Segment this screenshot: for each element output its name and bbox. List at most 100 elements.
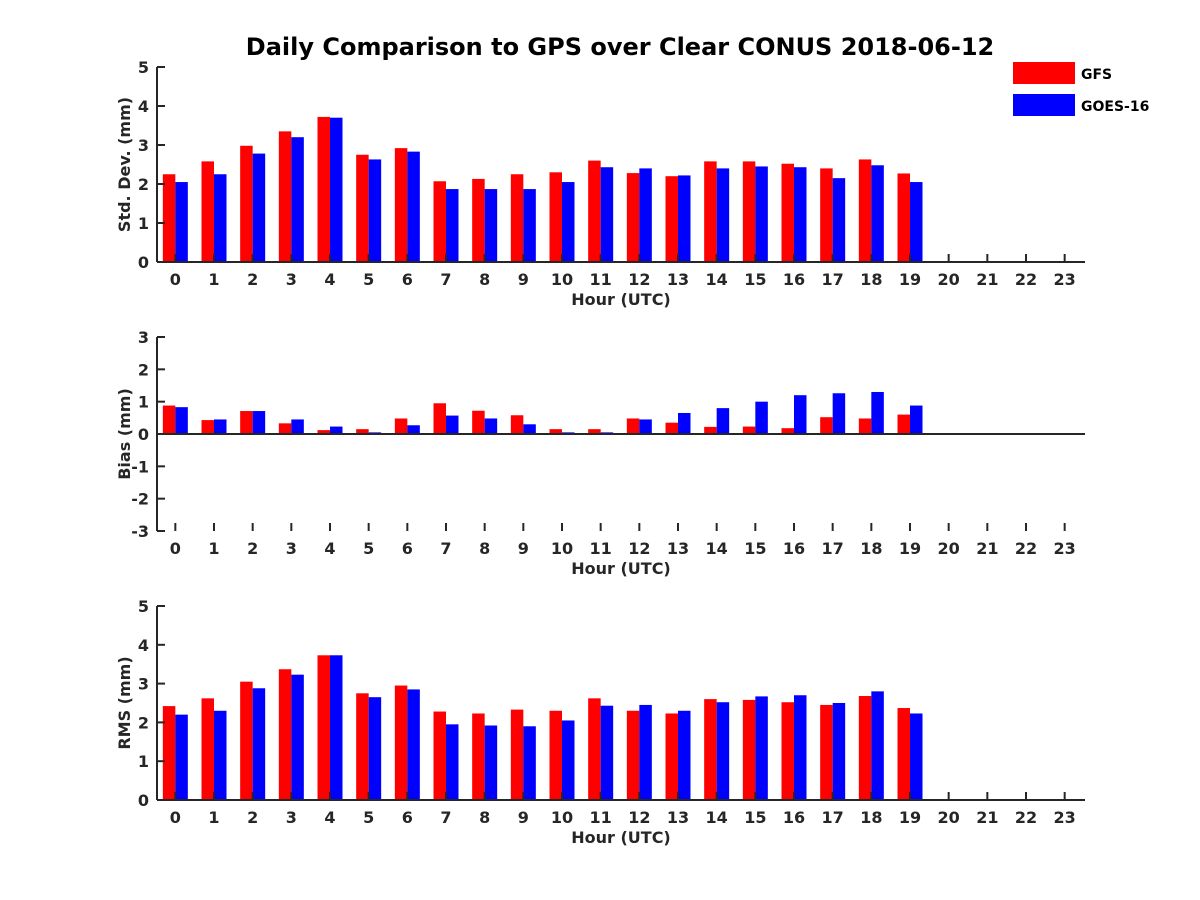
y-tick-label: 5 — [138, 597, 149, 616]
bar-goes16-hour-16 — [794, 395, 807, 434]
bar-goes16-hour-13 — [678, 412, 691, 434]
x-tick-label: 4 — [324, 270, 335, 289]
bar-goes16-hour-11 — [600, 167, 614, 262]
bar-goes16-hour-13 — [678, 175, 691, 262]
x-tick-label: 1 — [208, 270, 219, 289]
x-tick-label: 8 — [479, 539, 490, 558]
bar-goes16-hour-2 — [252, 411, 266, 434]
bar-gfs-hour-7 — [433, 181, 446, 262]
bar-goes16-hour-9 — [523, 424, 536, 434]
bar-gfs-hour-2 — [240, 145, 253, 262]
legend-swatch-gfs — [1013, 62, 1075, 84]
x-tick-label: 3 — [286, 270, 297, 289]
x-tick-label: 2 — [247, 808, 258, 827]
x-tick-label: 13 — [667, 270, 689, 289]
bar-gfs-hour-15 — [742, 161, 756, 262]
bar-gfs-hour-10 — [549, 710, 562, 800]
x-tick-label: 10 — [551, 808, 573, 827]
bar-goes16-hour-15 — [755, 166, 768, 262]
bar-gfs-hour-19 — [897, 708, 910, 800]
x-tick-label: 15 — [744, 539, 766, 558]
bar-gfs-hour-4 — [317, 655, 330, 800]
bar-goes16-hour-17 — [832, 178, 846, 262]
bar-goes16-hour-2 — [252, 688, 266, 800]
bar-gfs-hour-19 — [897, 173, 910, 262]
bar-goes16-hour-11 — [600, 705, 614, 800]
bar-gfs-hour-8 — [472, 713, 485, 800]
bar-gfs-hour-12 — [626, 173, 640, 262]
bar-goes16-hour-1 — [214, 174, 227, 262]
bar-gfs-hour-6 — [394, 148, 408, 262]
bar-gfs-hour-14 — [704, 426, 717, 434]
x-tick-label: 8 — [479, 808, 490, 827]
x-tick-label: 22 — [1015, 270, 1037, 289]
bar-goes16-hour-6 — [407, 151, 420, 262]
y-tick-label: 2 — [138, 713, 149, 732]
y-tick-label: 3 — [138, 136, 149, 155]
x-tick-label: 19 — [899, 270, 921, 289]
bar-gfs-hour-8 — [472, 178, 485, 262]
bar-goes16-hour-8 — [484, 725, 498, 800]
bar-gfs-hour-16 — [781, 702, 794, 800]
x-tick-label: 2 — [247, 270, 258, 289]
bar-gfs-hour-4 — [317, 430, 330, 434]
y-tick-label: 4 — [138, 636, 149, 655]
x-tick-label: 18 — [860, 270, 882, 289]
x-tick-label: 12 — [628, 539, 650, 558]
bar-goes16-hour-4 — [330, 117, 343, 262]
bar-gfs-hour-0 — [162, 174, 176, 262]
x-tick-label: 17 — [822, 539, 844, 558]
bar-gfs-hour-18 — [858, 159, 872, 262]
x-tick-label: 16 — [783, 539, 805, 558]
x-tick-label: 6 — [402, 808, 413, 827]
bar-goes16-hour-14 — [716, 702, 730, 800]
bar-goes16-hour-10 — [562, 182, 575, 262]
bar-gfs-hour-9 — [510, 415, 524, 434]
x-tick-label: 4 — [324, 539, 335, 558]
x-tick-label: 1 — [208, 539, 219, 558]
bar-gfs-hour-0 — [162, 405, 176, 434]
x-tick-label: 4 — [324, 808, 335, 827]
bar-gfs-hour-1 — [201, 420, 214, 434]
x-tick-label: 17 — [822, 808, 844, 827]
bar-goes16-hour-17 — [832, 703, 846, 800]
x-tick-label: 13 — [667, 808, 689, 827]
bar-goes16-hour-0 — [175, 407, 188, 434]
bar-goes16-hour-15 — [755, 401, 768, 434]
x-tick-label: 3 — [286, 539, 297, 558]
bar-goes16-hour-14 — [716, 408, 730, 434]
bar-gfs-hour-1 — [201, 161, 214, 262]
bar-goes16-hour-16 — [794, 695, 807, 800]
bar-gfs-hour-10 — [549, 172, 562, 262]
bar-goes16-hour-0 — [175, 182, 188, 262]
bar-goes16-hour-8 — [484, 418, 498, 434]
bar-goes16-hour-19 — [910, 405, 923, 434]
bar-gfs-hour-16 — [781, 428, 794, 434]
x-axis-label: Hour (UTC) — [571, 290, 671, 309]
bar-gfs-hour-14 — [704, 161, 717, 262]
bar-gfs-hour-5 — [356, 693, 369, 800]
bar-goes16-hour-18 — [871, 165, 884, 262]
bar-goes16-hour-6 — [407, 689, 420, 800]
x-tick-label: 9 — [518, 539, 529, 558]
legend: GFS GOES-16 — [1013, 62, 1149, 116]
bar-goes16-hour-7 — [446, 415, 459, 434]
x-tick-label: 10 — [551, 539, 573, 558]
bar-gfs-hour-6 — [394, 418, 408, 434]
bar-gfs-hour-7 — [433, 711, 446, 800]
legend-label-gfs: GFS — [1081, 67, 1112, 83]
bar-gfs-hour-16 — [781, 163, 794, 262]
bar-goes16-hour-4 — [330, 426, 343, 434]
bar-gfs-hour-13 — [665, 176, 678, 262]
x-tick-label: 19 — [899, 539, 921, 558]
y-tick-label: 0 — [138, 791, 149, 810]
x-tick-label: 19 — [899, 808, 921, 827]
bar-gfs-hour-15 — [742, 699, 756, 800]
bar-gfs-hour-17 — [820, 704, 833, 800]
bar-gfs-hour-7 — [433, 403, 446, 434]
y-tick-label: -1 — [131, 457, 149, 476]
bar-gfs-hour-3 — [278, 669, 292, 800]
